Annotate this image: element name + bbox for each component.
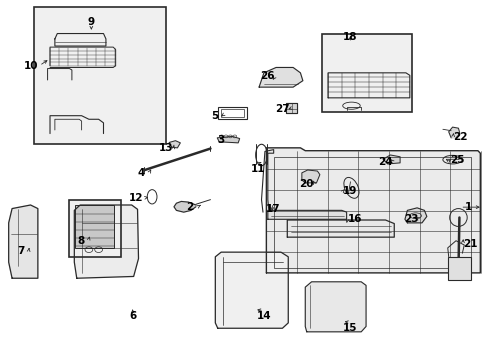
Polygon shape xyxy=(382,155,399,164)
Text: 25: 25 xyxy=(449,156,464,165)
Polygon shape xyxy=(267,210,346,219)
Text: 8: 8 xyxy=(77,236,84,246)
Text: 10: 10 xyxy=(24,61,39,71)
Polygon shape xyxy=(266,148,479,273)
Polygon shape xyxy=(174,202,196,212)
Text: 9: 9 xyxy=(88,17,95,27)
Polygon shape xyxy=(305,282,366,332)
Polygon shape xyxy=(404,208,426,223)
Polygon shape xyxy=(301,170,319,183)
Text: 18: 18 xyxy=(343,32,357,42)
Polygon shape xyxy=(55,33,106,46)
Polygon shape xyxy=(50,47,116,67)
Text: 1: 1 xyxy=(464,202,471,212)
Text: 13: 13 xyxy=(158,143,173,153)
Polygon shape xyxy=(285,103,296,113)
Bar xyxy=(75,205,114,248)
Text: 27: 27 xyxy=(275,104,289,113)
Text: 16: 16 xyxy=(347,214,362,224)
Text: 24: 24 xyxy=(377,157,392,167)
Polygon shape xyxy=(259,67,302,87)
Text: 7: 7 xyxy=(17,247,24,256)
Bar xyxy=(221,109,243,117)
Bar xyxy=(273,157,469,267)
Polygon shape xyxy=(448,127,459,138)
Polygon shape xyxy=(327,73,409,98)
Polygon shape xyxy=(74,205,138,278)
Bar xyxy=(34,7,165,144)
Text: 21: 21 xyxy=(463,239,477,249)
Text: 2: 2 xyxy=(186,202,193,212)
Polygon shape xyxy=(217,136,239,143)
Text: 3: 3 xyxy=(217,135,224,145)
Text: 17: 17 xyxy=(265,203,280,213)
Text: 12: 12 xyxy=(129,193,143,203)
Text: 20: 20 xyxy=(299,179,313,189)
Polygon shape xyxy=(287,220,393,237)
Text: 11: 11 xyxy=(250,164,265,174)
Text: 4: 4 xyxy=(138,168,145,178)
Text: 6: 6 xyxy=(129,311,136,321)
Bar xyxy=(69,200,120,257)
Bar xyxy=(217,107,246,119)
Text: 5: 5 xyxy=(210,111,218,121)
Text: 14: 14 xyxy=(256,311,271,321)
Bar xyxy=(447,257,470,280)
Text: 23: 23 xyxy=(403,214,418,224)
Bar xyxy=(322,33,411,112)
Polygon shape xyxy=(169,141,180,148)
Polygon shape xyxy=(215,252,287,328)
Text: 26: 26 xyxy=(260,71,275,81)
Text: 15: 15 xyxy=(343,323,357,333)
Text: 19: 19 xyxy=(343,186,357,197)
Polygon shape xyxy=(9,205,38,278)
Text: 22: 22 xyxy=(453,132,467,142)
